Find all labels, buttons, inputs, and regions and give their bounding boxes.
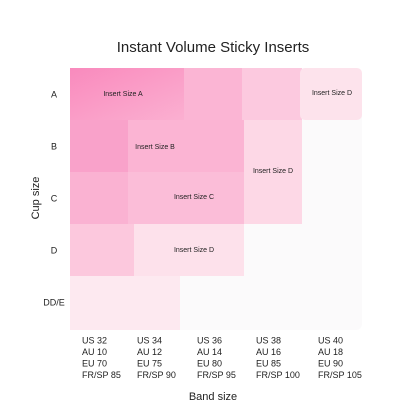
column-label: EU 85 bbox=[256, 358, 281, 368]
column-label: AU 16 bbox=[256, 347, 281, 357]
cell bbox=[134, 224, 244, 276]
column-label: AU 14 bbox=[197, 347, 222, 357]
title: Instant Volume Sticky Inserts bbox=[117, 39, 310, 56]
cell bbox=[128, 120, 244, 172]
column-label: US 32 bbox=[82, 335, 107, 345]
cell bbox=[70, 224, 134, 276]
column-label: EU 90 bbox=[318, 358, 343, 368]
cell bbox=[70, 276, 180, 330]
cell bbox=[184, 68, 244, 120]
cell bbox=[70, 172, 128, 224]
column-label: EU 80 bbox=[197, 358, 222, 368]
region-label: Insert Size C bbox=[174, 194, 214, 201]
row-label: C bbox=[51, 193, 58, 203]
region-label: Insert Size B bbox=[135, 144, 175, 151]
cell bbox=[70, 68, 186, 120]
x-axis-label: Band size bbox=[189, 391, 237, 403]
region-label: Insert Size D bbox=[174, 247, 214, 254]
column-label: EU 75 bbox=[137, 358, 162, 368]
column-label: US 40 bbox=[318, 335, 343, 345]
region-label: Insert Size D bbox=[312, 90, 352, 97]
column-label: EU 70 bbox=[82, 358, 107, 368]
column-label: AU 12 bbox=[137, 347, 162, 357]
column-label: FR/SP 105 bbox=[318, 370, 362, 380]
cell bbox=[242, 68, 302, 120]
column-label: US 38 bbox=[256, 335, 281, 345]
cell bbox=[244, 120, 302, 224]
row-label: B bbox=[51, 141, 57, 151]
column-label: FR/SP 95 bbox=[197, 370, 236, 380]
column-label: FR/SP 100 bbox=[256, 370, 300, 380]
region-label: Insert Size D bbox=[253, 168, 293, 175]
cell bbox=[300, 68, 362, 120]
cell bbox=[128, 172, 244, 224]
y-axis-label: Cup size bbox=[30, 177, 42, 220]
column-label: AU 18 bbox=[318, 347, 343, 357]
cell bbox=[70, 120, 128, 172]
row-label: DD/E bbox=[43, 297, 65, 307]
row-label: A bbox=[51, 89, 57, 99]
column-label: US 36 bbox=[197, 335, 222, 345]
column-label: FR/SP 85 bbox=[82, 370, 121, 380]
region-label: Insert Size A bbox=[103, 91, 143, 98]
row-label: D bbox=[51, 245, 58, 255]
column-label: US 34 bbox=[137, 335, 162, 345]
column-label: FR/SP 90 bbox=[137, 370, 176, 380]
column-label: AU 10 bbox=[82, 347, 107, 357]
